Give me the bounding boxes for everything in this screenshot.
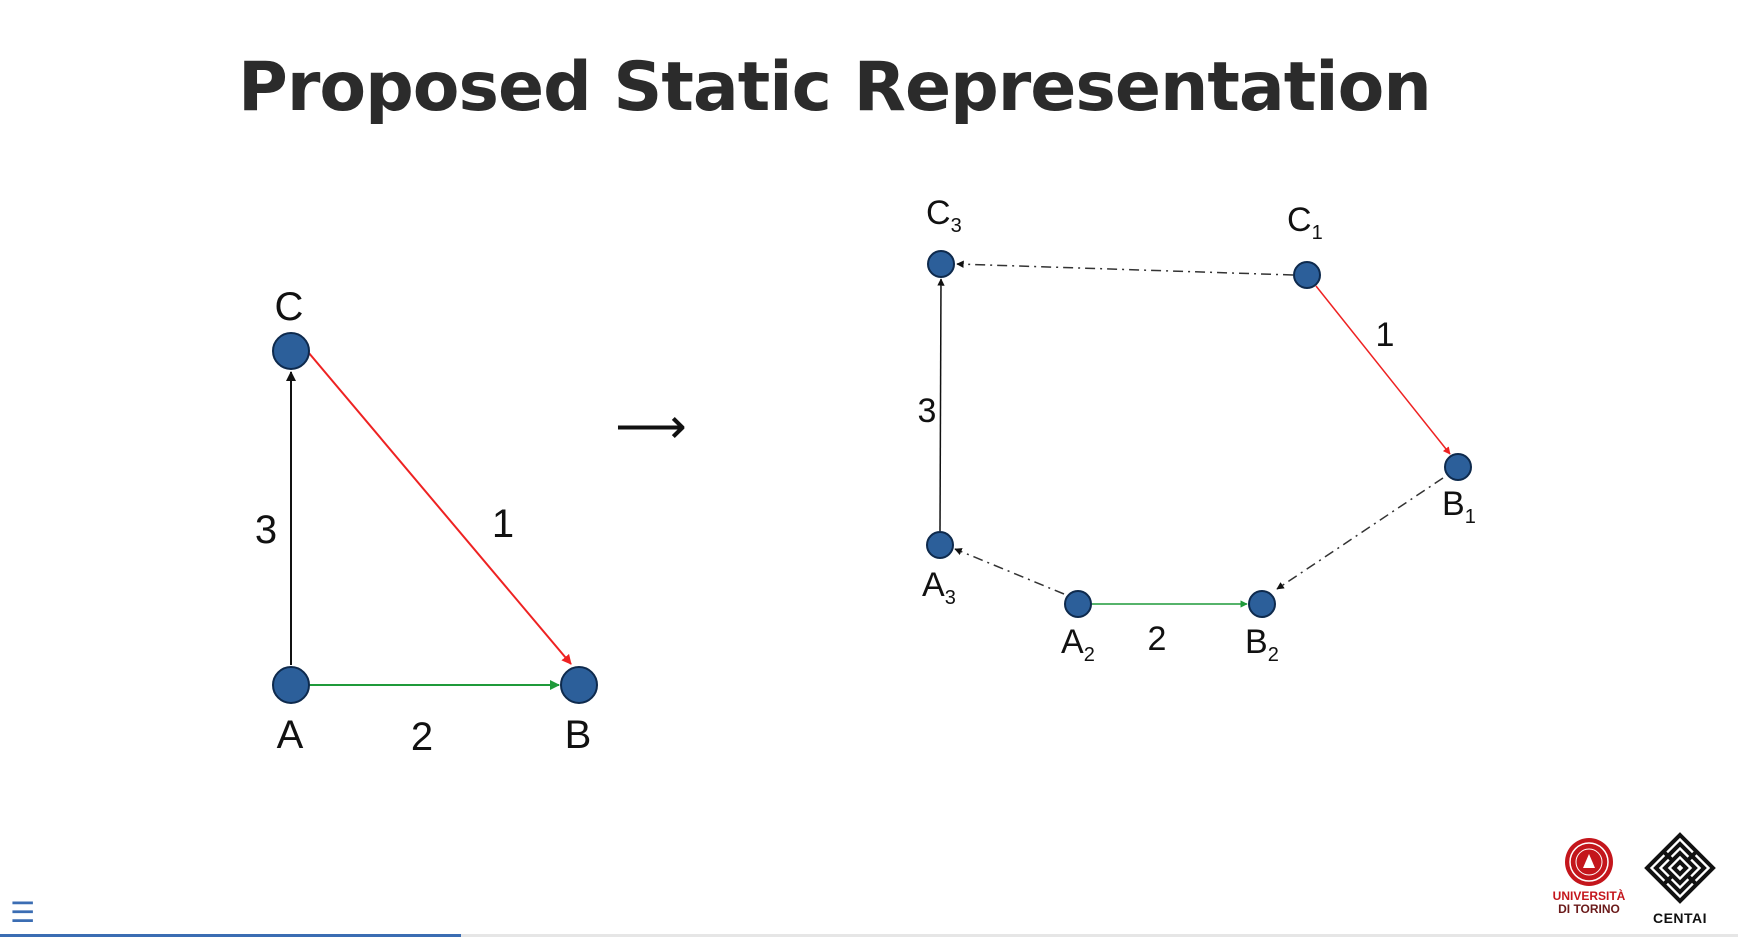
unito-logo-line1: UNIVERSITÀ bbox=[1552, 889, 1626, 903]
node-label-a: A bbox=[277, 713, 304, 757]
node-c3 bbox=[927, 250, 955, 278]
left-graph: C A B 3 2 1 bbox=[255, 285, 598, 759]
node-b1 bbox=[1444, 453, 1472, 481]
node-label-a2: A2 bbox=[1061, 623, 1095, 666]
node-label-c1: C1 bbox=[1287, 201, 1323, 244]
transform-arrow: ⟶ bbox=[615, 398, 687, 454]
node-b bbox=[560, 666, 598, 704]
right-graph: C3 C1 B1 A3 A2 B2 3 2 1 bbox=[918, 194, 1476, 666]
edge-c1-b1 bbox=[1315, 285, 1451, 455]
node-a3 bbox=[926, 531, 954, 559]
unito-seal-icon bbox=[1565, 838, 1613, 886]
menu-icon[interactable]: ☰ bbox=[10, 896, 36, 929]
edge-label-1-right: 1 bbox=[1376, 316, 1395, 354]
edge-a2-a3-dashed bbox=[954, 548, 1065, 595]
unito-logo: UNIVERSITÀ DI TORINO bbox=[1548, 836, 1630, 916]
node-label-c3: C3 bbox=[926, 194, 962, 237]
edge-label-1: 1 bbox=[492, 502, 514, 546]
node-c bbox=[272, 332, 310, 370]
centai-logo-text: CENTAI bbox=[1652, 910, 1708, 926]
progress-bar bbox=[0, 934, 1738, 937]
edge-label-3-right: 3 bbox=[918, 392, 937, 430]
unito-logo-line2: DI TORINO bbox=[1558, 902, 1620, 916]
centai-maze-icon bbox=[1644, 832, 1716, 904]
node-label-a3: A3 bbox=[922, 566, 956, 609]
node-c1 bbox=[1293, 261, 1321, 289]
node-b2 bbox=[1248, 590, 1276, 618]
edge-c-b bbox=[302, 345, 572, 665]
node-a bbox=[272, 666, 310, 704]
centai-logo: CENTAI bbox=[1642, 832, 1718, 926]
edge-label-2-right: 2 bbox=[1148, 620, 1167, 658]
progress-fill bbox=[0, 934, 461, 937]
edge-b1-b2-dashed bbox=[1276, 477, 1444, 590]
edge-label-3: 3 bbox=[255, 508, 277, 552]
node-label-c: C bbox=[275, 285, 304, 329]
slide-title: Proposed Static Representation bbox=[238, 48, 1432, 127]
node-label-b1: B1 bbox=[1442, 485, 1476, 528]
edge-c1-c3-dashed bbox=[956, 260, 1294, 276]
edge-a3-c3 bbox=[937, 278, 945, 532]
node-label-b: B bbox=[565, 713, 592, 757]
node-label-b2: B2 bbox=[1245, 623, 1279, 666]
edge-label-2: 2 bbox=[411, 715, 433, 759]
node-a2 bbox=[1064, 590, 1092, 618]
